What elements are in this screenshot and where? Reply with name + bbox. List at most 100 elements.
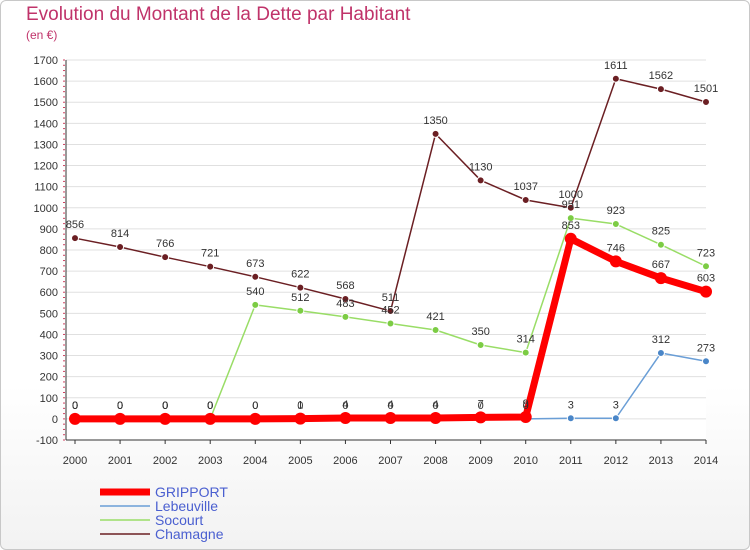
y-tick-label: 300 <box>40 351 58 363</box>
x-tick-label: 2012 <box>604 455 628 467</box>
data-label: 0 <box>162 400 168 412</box>
data-label: 721 <box>201 248 219 260</box>
data-point <box>296 306 305 315</box>
data-label: 312 <box>652 334 670 346</box>
y-tick-label: 1700 <box>34 55 58 67</box>
data-point <box>116 243 125 252</box>
chart-title: Evolution du Montant de la Dette par Hab… <box>26 4 411 25</box>
data-point <box>339 412 352 425</box>
data-point <box>702 357 710 366</box>
data-label: 0 <box>387 400 393 412</box>
y-tick-label: 1600 <box>34 76 58 88</box>
data-label: 452 <box>381 304 399 316</box>
data-label: 0 <box>252 400 258 412</box>
data-label: 0 <box>207 400 213 412</box>
data-point <box>656 85 665 94</box>
data-point <box>656 240 665 249</box>
data-label: 0 <box>117 400 123 412</box>
y-tick-label: 200 <box>40 372 58 384</box>
data-label: 1562 <box>649 70 673 82</box>
data-label: 0 <box>117 400 123 412</box>
legend-label: Socourt <box>155 512 203 528</box>
legend-label: GRIPPORT <box>155 484 228 500</box>
x-tick-label: 2003 <box>198 455 222 467</box>
data-label: 1037 <box>513 181 537 193</box>
data-label: 0 <box>72 400 78 412</box>
data-point <box>566 414 575 423</box>
data-label: 483 <box>336 298 354 310</box>
chart-subtitle: (en €) <box>26 28 58 42</box>
data-label: 511 <box>382 292 400 304</box>
data-point <box>341 312 350 321</box>
data-point <box>566 203 575 212</box>
y-tick-label: 700 <box>40 266 58 278</box>
data-point <box>609 255 622 268</box>
data-label: 0 <box>433 400 439 412</box>
y-tick-label: 1300 <box>34 139 58 151</box>
data-label: 0 <box>162 400 168 412</box>
data-point <box>69 412 81 425</box>
data-label: 673 <box>246 258 264 270</box>
x-tick-label: 2006 <box>333 455 357 467</box>
data-label: 723 <box>697 247 715 259</box>
data-point <box>431 326 440 335</box>
data-label: 1501 <box>694 83 718 95</box>
x-tick-label: 2005 <box>288 455 312 467</box>
y-axis: -100 0 100 200 300 400 500 600 700 800 900 1000 1100… <box>34 55 67 447</box>
data-label: 0 <box>523 400 529 412</box>
x-tick-label: 2008 <box>423 455 447 467</box>
data-label: 7 <box>478 398 484 410</box>
data-label: 568 <box>336 280 354 292</box>
data-label: 0 <box>117 400 123 412</box>
y-tick-label: 900 <box>40 224 58 236</box>
data-label: 1130 <box>469 161 493 173</box>
y-tick-label: 1000 <box>34 203 58 215</box>
x-tick-label: 2001 <box>108 455 132 467</box>
data-label: 4 <box>387 399 393 411</box>
data-point <box>386 307 395 316</box>
data-label: 746 <box>607 242 625 254</box>
data-label: 1000 <box>559 189 583 201</box>
x-tick-label: 2002 <box>153 455 177 467</box>
data-label: 1 <box>297 400 303 412</box>
x-tick-label: 2009 <box>468 455 492 467</box>
data-label: 766 <box>156 238 174 250</box>
data-point <box>654 272 667 285</box>
data-label: 1611 <box>604 60 628 72</box>
data-point <box>341 294 350 303</box>
data-label: 421 <box>426 311 444 323</box>
data-point <box>429 412 442 425</box>
data-point <box>611 414 620 423</box>
data-label: 0 <box>162 400 168 412</box>
x-tick-label: 2010 <box>513 455 537 467</box>
data-label: 622 <box>291 269 309 281</box>
data-point <box>384 412 397 425</box>
y-tick-label: -100 <box>36 435 58 447</box>
data-label: 0 <box>478 400 484 412</box>
data-point <box>519 410 532 423</box>
y-tick-label: 1500 <box>34 97 58 109</box>
y-tick-label: 100 <box>40 393 58 405</box>
x-tick-label: 2000 <box>63 455 87 467</box>
data-label: 4 <box>433 399 439 411</box>
data-point <box>611 220 620 229</box>
data-label: 603 <box>697 273 715 285</box>
data-point <box>206 262 215 271</box>
y-tick-label: 500 <box>40 308 58 320</box>
data-point <box>476 341 485 349</box>
data-label: 350 <box>471 326 489 338</box>
x-tick-label: 2007 <box>378 455 402 467</box>
x-tick-label: 2011 <box>559 455 583 467</box>
data-point <box>521 348 530 357</box>
data-label: 853 <box>562 220 580 232</box>
data-label: 512 <box>291 292 309 304</box>
data-point <box>566 214 575 223</box>
x-tick-label: 2014 <box>694 455 718 467</box>
data-label: 923 <box>607 205 625 217</box>
data-label: 856 <box>66 219 84 231</box>
data-point <box>476 176 485 185</box>
data-point <box>296 283 305 292</box>
data-point <box>251 272 260 281</box>
